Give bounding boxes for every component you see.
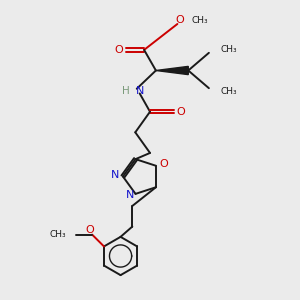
Text: N: N bbox=[125, 190, 134, 200]
Text: O: O bbox=[159, 159, 168, 169]
Text: CH₃: CH₃ bbox=[49, 230, 66, 239]
Text: N: N bbox=[111, 170, 120, 180]
Text: O: O bbox=[115, 45, 124, 55]
Text: H: H bbox=[122, 86, 129, 96]
Text: CH₃: CH₃ bbox=[192, 16, 208, 25]
Text: O: O bbox=[176, 107, 185, 117]
Text: N: N bbox=[136, 86, 144, 96]
Text: O: O bbox=[85, 225, 94, 235]
Text: CH₃: CH₃ bbox=[221, 87, 237, 96]
Text: O: O bbox=[175, 15, 184, 26]
Text: CH₃: CH₃ bbox=[221, 45, 237, 54]
Polygon shape bbox=[156, 66, 188, 75]
